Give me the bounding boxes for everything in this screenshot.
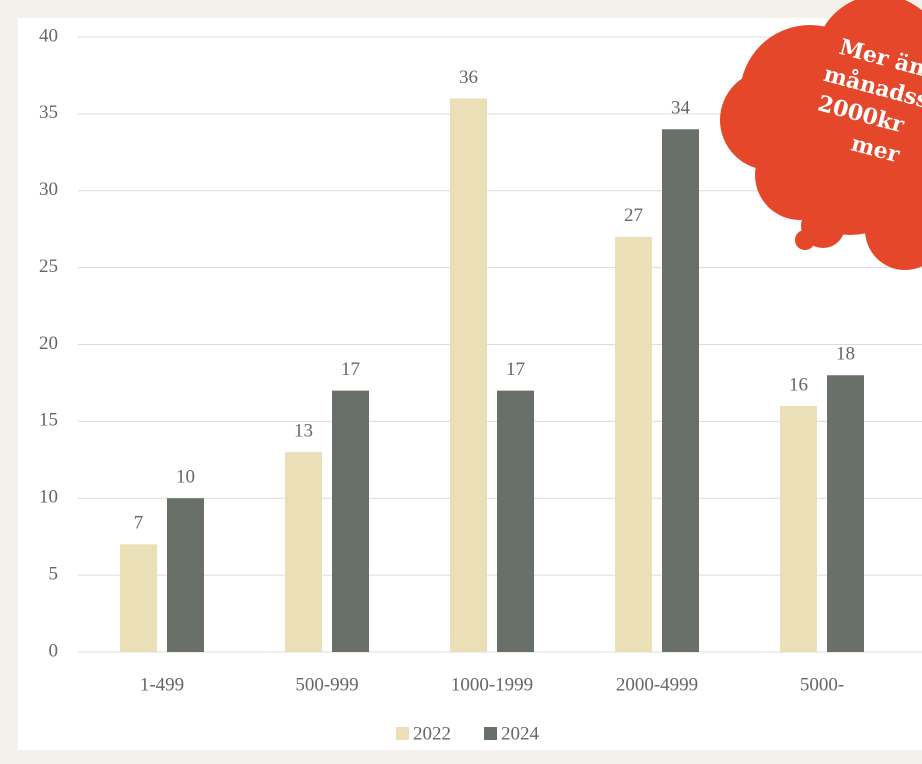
x-tick-label: 1000-1999	[451, 674, 533, 695]
bar	[120, 544, 157, 652]
cloud	[865, 190, 922, 270]
y-tick-label: 30	[39, 179, 58, 200]
y-tick-label: 25	[39, 256, 58, 277]
legend-label: 2024	[501, 723, 540, 744]
bar	[497, 390, 534, 652]
value-label: 36	[459, 67, 478, 88]
bar	[450, 98, 487, 652]
bar	[167, 498, 204, 652]
y-tick-label: 20	[39, 333, 58, 354]
bar	[827, 375, 864, 652]
value-label: 10	[176, 467, 195, 488]
value-label: 13	[294, 420, 313, 441]
y-tick-label: 15	[39, 410, 58, 431]
value-label: 17	[506, 359, 525, 380]
x-tick-label: 500-999	[295, 674, 358, 695]
value-label: 17	[341, 359, 360, 380]
bar	[662, 129, 699, 652]
y-tick-label: 5	[49, 563, 59, 584]
bar	[780, 406, 817, 652]
bar	[285, 452, 322, 652]
legend-swatch	[484, 727, 497, 740]
x-tick-label: 5000-	[800, 674, 844, 695]
y-tick-label: 35	[39, 102, 58, 123]
y-tick-label: 0	[49, 640, 59, 661]
cloud	[755, 130, 845, 220]
legend-label: 2022	[413, 723, 451, 744]
bar	[332, 390, 369, 652]
y-tick-label: 40	[39, 25, 58, 46]
value-label: 16	[789, 374, 808, 395]
value-label: 27	[624, 205, 643, 226]
y-tick-label: 10	[39, 487, 58, 508]
x-tick-label: 2000-4999	[616, 674, 698, 695]
cloud-bubble	[795, 230, 815, 250]
x-tick-label: 1-499	[140, 674, 184, 695]
value-label: 34	[671, 98, 691, 119]
value-label: 7	[134, 513, 144, 534]
cloud	[850, 80, 922, 220]
value-label: 18	[836, 344, 855, 365]
bar	[615, 236, 652, 652]
legend-swatch	[396, 727, 409, 740]
